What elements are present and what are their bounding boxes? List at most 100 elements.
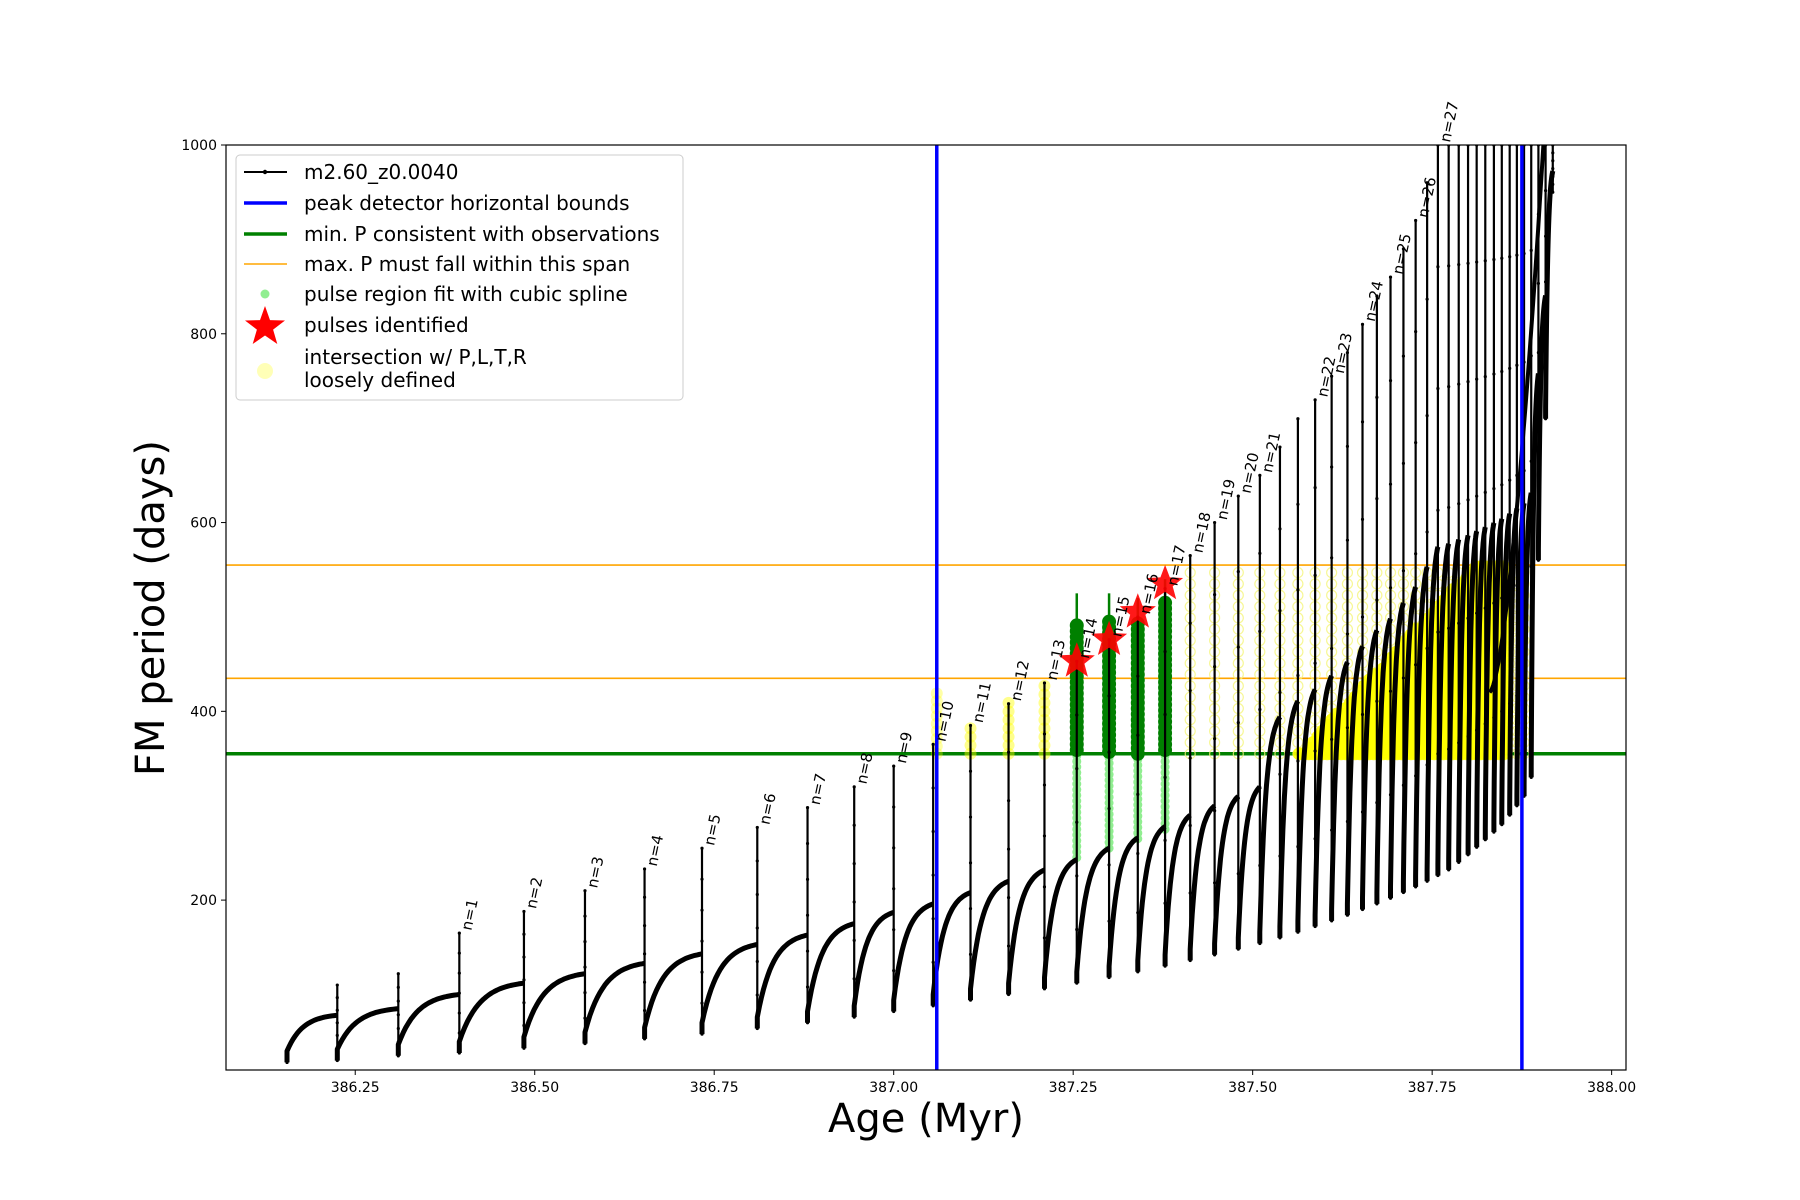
- track-marker: [1006, 799, 1011, 803]
- legend-label-line: max. P must fall within this span: [304, 252, 630, 276]
- legend-label: pulses identified: [304, 313, 469, 337]
- legend-swatch-marker: [262, 169, 268, 175]
- track-marker: [1551, 174, 1555, 179]
- track-marker: [1388, 586, 1393, 590]
- track-marker: [642, 923, 647, 928]
- track-marker: [1163, 649, 1167, 654]
- track-marker: [1006, 944, 1011, 948]
- interpulse-curve: [284, 1012, 338, 1063]
- interpulse-curve: [1446, 539, 1462, 870]
- track-marker: [1425, 646, 1429, 651]
- track-marker: [1042, 936, 1047, 940]
- track-marker: [642, 867, 647, 871]
- track-marker: [700, 1001, 704, 1005]
- track-marker: [700, 846, 704, 850]
- track-marker: [396, 972, 400, 976]
- track-marker: [700, 970, 704, 974]
- track-marker: [755, 859, 759, 863]
- x-tick-label: 387.25: [1049, 1080, 1098, 1096]
- pulse-star: [1091, 620, 1128, 655]
- track-marker: [522, 978, 526, 982]
- interpulse-curve: [1424, 546, 1441, 882]
- track-marker: [1401, 247, 1406, 251]
- track-marker: [457, 931, 461, 935]
- track-marker: [1163, 901, 1167, 905]
- track-marker: [1551, 159, 1555, 163]
- y-tick-label: 400: [190, 704, 217, 720]
- track-marker: [805, 985, 810, 989]
- legend-label: m2.60_z0.0040: [304, 160, 459, 184]
- track-marker: [396, 1026, 400, 1031]
- track-marker: [1278, 445, 1282, 449]
- track-marker: [1436, 508, 1440, 512]
- track-marker: [642, 895, 647, 899]
- x-axis-title: Age (Myr): [828, 1096, 1024, 1142]
- track-marker: [1401, 354, 1406, 358]
- track-marker: [1500, 369, 1504, 374]
- track-marker: [1492, 486, 1496, 491]
- track-marker: [583, 914, 587, 918]
- track-marker: [335, 996, 339, 1000]
- track-marker: [1401, 676, 1406, 680]
- track-marker: [583, 940, 587, 944]
- interpulse-curve: [1106, 835, 1140, 978]
- track-marker: [1500, 256, 1504, 260]
- track-marker: [1330, 646, 1334, 651]
- x-tick-label: 387.50: [1228, 1080, 1277, 1096]
- x-tick-label: 386.75: [690, 1080, 739, 1096]
- interpulse-curve: [521, 971, 586, 1049]
- track-marker: [583, 991, 587, 995]
- interpulse-curve: [891, 901, 935, 1012]
- track-marker: [1388, 275, 1393, 279]
- track-marker: [931, 829, 935, 834]
- track-marker: [1042, 681, 1047, 685]
- track-marker: [755, 959, 759, 964]
- track-marker: [852, 862, 856, 866]
- track-marker: [1006, 702, 1011, 706]
- track-marker: [1500, 483, 1504, 487]
- interpulse-curve: [1135, 824, 1167, 972]
- track-marker: [1425, 181, 1429, 185]
- track-marker: [1360, 615, 1365, 619]
- track-marker: [396, 999, 400, 1003]
- interpulse-curve: [754, 932, 809, 1029]
- track-marker: [457, 951, 461, 955]
- track-marker: [1213, 737, 1217, 741]
- interpulse-curve: [805, 921, 855, 1023]
- track-marker: [522, 909, 526, 914]
- legend-label-line: loosely defined: [304, 368, 456, 392]
- track-marker: [1475, 494, 1479, 498]
- track-marker: [335, 1021, 339, 1025]
- track-marker: [1457, 382, 1461, 386]
- track-marker: [1107, 863, 1111, 867]
- legend-label-line: peak detector horizontal bounds: [304, 191, 630, 215]
- track-marker: [931, 960, 935, 964]
- track-marker: [1107, 750, 1111, 754]
- track-marker: [1345, 444, 1350, 449]
- interpulse-curve: [1257, 715, 1283, 944]
- interpulse-curve: [1295, 688, 1318, 933]
- track-marker: [1278, 690, 1282, 695]
- track-marker: [583, 1016, 587, 1020]
- legend-label: min. P consistent with observations: [304, 222, 660, 246]
- track-marker: [931, 742, 935, 746]
- track-marker: [1006, 750, 1011, 754]
- interpulse-curve: [1521, 492, 1534, 797]
- track-marker: [1360, 712, 1365, 717]
- track-marker: [1529, 248, 1533, 252]
- track-marker: [1213, 881, 1217, 885]
- interpulse-curve: [1543, 169, 1556, 419]
- track-marker: [1425, 530, 1429, 534]
- track-marker: [1075, 820, 1079, 824]
- track-marker: [1414, 218, 1418, 223]
- track-marker: [1236, 796, 1240, 800]
- track-marker: [1543, 189, 1548, 193]
- track-marker: [1466, 498, 1470, 502]
- y-tick-label: 200: [190, 893, 217, 909]
- track-marker: [1042, 834, 1047, 838]
- track-marker: [1236, 494, 1240, 498]
- track-marker: [457, 991, 461, 995]
- legend-swatch: [257, 363, 273, 379]
- track-marker: [335, 1033, 339, 1037]
- track-marker: [1447, 264, 1451, 268]
